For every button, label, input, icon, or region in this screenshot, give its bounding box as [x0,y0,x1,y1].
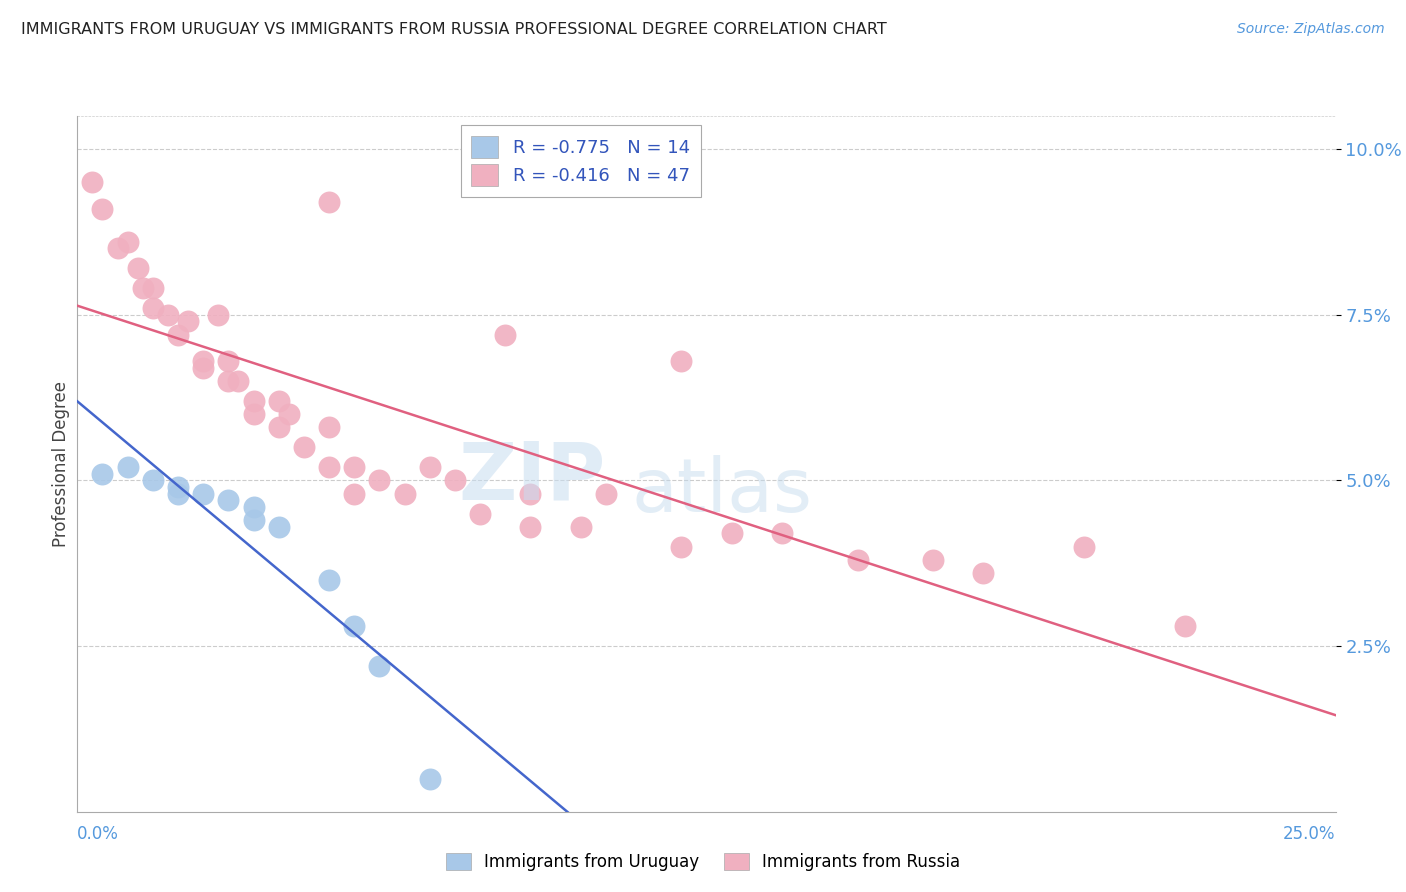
Point [343,460,366,475]
Point [242,500,264,514]
Point [91,467,114,481]
Point [242,407,264,421]
Point [156,308,179,322]
Point [217,354,239,368]
Point [519,486,541,500]
Point [519,520,541,534]
Point [132,281,155,295]
Point [191,354,215,368]
Point [91,202,114,216]
Point [922,553,945,567]
Point [167,486,190,500]
Point [167,480,190,494]
Text: atlas: atlas [631,455,813,528]
Point [228,374,250,388]
Point [318,195,340,210]
Point [167,327,190,342]
Point [318,573,340,587]
Point [177,314,200,328]
Point [846,553,869,567]
Point [468,507,491,521]
Point [671,540,693,554]
Point [671,354,693,368]
Point [267,520,290,534]
Point [207,308,229,322]
Point [191,486,215,500]
Point [242,513,264,527]
Text: ZIP: ZIP [458,439,606,516]
Point [191,360,215,375]
Point [343,619,366,633]
Point [494,327,516,342]
Point [770,526,793,541]
Point [142,474,165,488]
Point [117,460,139,475]
Point [277,407,299,421]
Point [267,420,290,434]
Point [368,474,391,488]
Point [267,393,290,408]
Point [444,474,467,488]
Point [318,460,340,475]
Point [142,281,165,295]
Y-axis label: Professional Degree: Professional Degree [52,381,70,547]
Point [343,486,366,500]
Point [117,235,139,249]
Legend: R = -0.775   N = 14, R = -0.416   N = 47: R = -0.775 N = 14, R = -0.416 N = 47 [461,125,700,197]
Point [419,460,441,475]
Point [1073,540,1095,554]
Point [292,440,315,454]
Point [368,659,391,673]
Point [595,486,617,500]
Text: 25.0%: 25.0% [1284,825,1336,843]
Point [142,301,165,315]
Point [1174,619,1197,633]
Text: 0.0%: 0.0% [77,825,120,843]
Point [82,175,104,189]
Point [569,520,592,534]
Text: IMMIGRANTS FROM URUGUAY VS IMMIGRANTS FROM RUSSIA PROFESSIONAL DEGREE CORRELATIO: IMMIGRANTS FROM URUGUAY VS IMMIGRANTS FR… [21,22,887,37]
Legend: Immigrants from Uruguay, Immigrants from Russia: Immigrants from Uruguay, Immigrants from… [437,845,969,880]
Point [419,772,441,786]
Point [107,242,129,256]
Point [242,393,264,408]
Point [972,566,994,581]
Point [318,420,340,434]
Text: Source: ZipAtlas.com: Source: ZipAtlas.com [1237,22,1385,37]
Point [127,261,149,276]
Point [720,526,742,541]
Point [217,374,239,388]
Point [217,493,239,508]
Point [394,486,416,500]
